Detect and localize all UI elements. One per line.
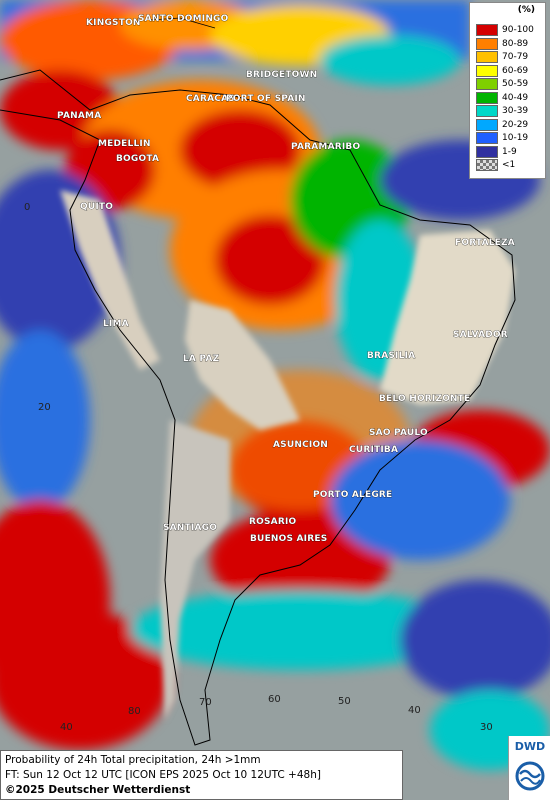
legend-swatch [476,132,498,144]
legend-entry: 10-19 [476,132,544,145]
legend-label: 50-59 [502,79,529,89]
legend-label: 30-39 [502,106,529,116]
svg-text:70: 70 [199,697,212,708]
dwd-wave-icon [515,761,545,791]
legend-swatch [476,78,498,90]
city-label: QUITO [80,202,113,212]
city-label: BELO HORIZONTE [379,394,470,404]
dwd-logo: DWD [508,736,550,800]
city-label: SANTIAGO [163,523,217,533]
caption-forecast-time: FT: Sun 12 Oct 12 UTC [ICON EPS 2025 Oct… [5,769,321,781]
legend-swatch [476,24,498,36]
city-label: BOGOTA [116,154,159,164]
legend-swatch [476,145,498,158]
city-label: PORTO ALEGRE [313,490,392,500]
legend-entry: 20-29 [476,118,544,132]
dry-land [60,190,515,720]
city-label: MEDELLIN [98,139,151,149]
map-caption: Probability of 24h Total precipitation, … [0,750,403,800]
legend-title: (%) [517,5,535,15]
city-label: KINGSTON [86,18,141,28]
city-label: SANTO DOMINGO [138,14,229,24]
city-label: BRIDGETOWN [246,70,317,80]
svg-text:0: 0 [24,202,30,213]
city-label: PARAMARIBO [291,142,360,152]
city-label: ASUNCION [273,440,328,450]
legend-swatch [476,159,498,171]
svg-text:60: 60 [268,694,281,705]
city-label: CARACAS [186,94,235,104]
svg-text:40: 40 [408,705,421,716]
city-label: LA PAZ [183,354,220,364]
legend-entry: 40-49 [476,91,544,105]
caption-product: Probability of 24h Total precipitation, … [5,754,261,766]
legend-label: 80-89 [502,38,529,49]
city-label: CURITIBA [349,445,398,455]
legend-entry: <1 [476,159,544,172]
city-label: SALVADOR [453,330,508,340]
legend-entry: 70-79 [476,51,544,64]
city-label: PANAMA [57,111,101,121]
logo-text: DWD [514,740,546,753]
city-label: LIMA [103,319,129,329]
legend-swatch [476,37,498,50]
city-label: FORTALEZA [455,238,515,248]
legend-label: 40-49 [502,92,529,103]
legend-label: 70-79 [502,52,529,62]
legend-label: 60-69 [502,65,529,76]
city-label: ROSARIO [249,517,297,527]
legend-swatch [476,118,498,131]
city-label: SAO PAULO [369,428,428,438]
svg-text:80: 80 [128,706,141,717]
legend-label: 20-29 [502,119,529,130]
legend-label: 10-19 [502,133,529,143]
svg-text:20: 20 [38,402,51,413]
legend-entry: 30-39 [476,105,544,118]
city-label: BUENOS AIRES [250,534,327,544]
legend-entry: 1-9 [476,145,544,159]
legend-swatch [476,91,498,104]
legend-label: 90-100 [502,25,534,35]
legend-entry: 80-89 [476,37,544,51]
legend: (%) 90-100 80-89 70-79 60-69 50-59 40-49 30-39… [469,2,546,179]
legend-swatch [476,51,498,63]
legend-swatch [476,105,498,117]
caption-copyright: ©2025 Deutscher Wetterdienst [5,784,191,796]
legend-entry: 50-59 [476,78,544,91]
svg-text:30: 30 [480,722,493,733]
city-label: PORT OF SPAIN [226,94,306,104]
legend-label: <1 [502,160,516,170]
precip-field [0,0,550,770]
legend-label: 1-9 [502,146,517,157]
legend-entry: 60-69 [476,64,544,78]
city-label: BRASILIA [367,351,415,361]
svg-text:50: 50 [338,696,351,707]
grid-labels: 0 20 40 70 60 50 40 30 80 [24,202,493,733]
svg-text:40: 40 [60,722,73,733]
legend-entry: 90-100 [476,24,544,37]
coastline [0,69,516,746]
city-labels: KINGSTON SANTO DOMINGO BRIDGETOWN CARACA… [57,14,515,545]
legend-swatch [476,64,498,77]
